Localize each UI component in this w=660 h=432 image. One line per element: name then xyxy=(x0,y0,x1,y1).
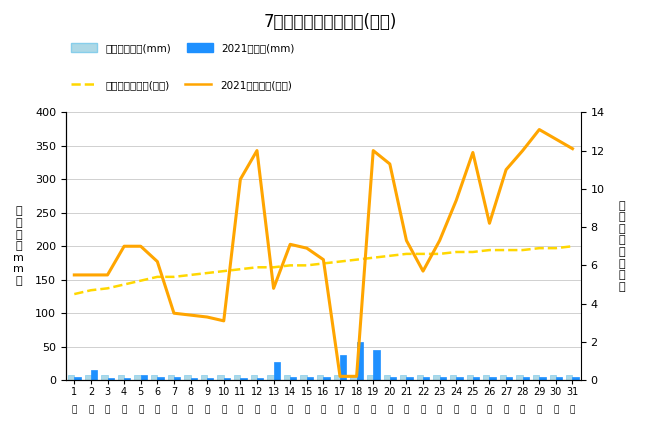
Text: 日: 日 xyxy=(254,405,259,414)
Bar xyxy=(340,355,347,380)
Bar xyxy=(467,375,473,380)
Bar xyxy=(373,350,380,380)
Text: 日: 日 xyxy=(404,405,409,414)
Bar xyxy=(356,342,363,380)
Bar xyxy=(201,375,207,380)
Bar xyxy=(307,377,313,380)
Bar xyxy=(157,377,164,380)
Bar xyxy=(91,370,97,380)
Text: 日: 日 xyxy=(354,405,359,414)
Bar xyxy=(500,375,506,380)
Bar xyxy=(400,375,407,380)
Bar xyxy=(572,377,579,380)
Text: 日: 日 xyxy=(171,405,177,414)
Bar xyxy=(207,378,213,380)
Bar xyxy=(300,375,307,380)
Bar xyxy=(483,375,490,380)
Bar xyxy=(566,375,572,380)
Text: 日: 日 xyxy=(337,405,343,414)
Text: 日: 日 xyxy=(470,405,476,414)
Bar xyxy=(317,375,323,380)
Bar xyxy=(267,375,274,380)
Bar xyxy=(234,375,240,380)
Bar xyxy=(506,378,512,380)
Bar xyxy=(141,375,147,380)
Bar xyxy=(350,375,356,380)
Bar xyxy=(251,375,257,380)
Text: 日: 日 xyxy=(238,405,243,414)
Bar xyxy=(516,375,523,380)
Bar xyxy=(290,377,296,380)
Bar xyxy=(473,378,479,380)
Text: 7月降水量・日照時間(日別): 7月降水量・日照時間(日別) xyxy=(263,13,397,31)
Bar xyxy=(423,378,430,380)
Bar xyxy=(274,362,280,380)
Bar xyxy=(334,375,340,380)
Text: 日: 日 xyxy=(188,405,193,414)
Text: 日: 日 xyxy=(553,405,558,414)
Text: 日: 日 xyxy=(453,405,459,414)
Bar xyxy=(224,378,230,380)
Bar xyxy=(174,378,180,380)
Bar xyxy=(490,378,496,380)
Bar xyxy=(257,378,263,380)
Bar xyxy=(533,375,539,380)
Bar xyxy=(124,378,131,380)
Text: 日: 日 xyxy=(271,405,277,414)
Bar xyxy=(323,378,330,380)
Text: 日: 日 xyxy=(288,405,293,414)
Bar xyxy=(135,375,141,380)
Bar xyxy=(440,378,446,380)
Bar xyxy=(434,375,440,380)
Text: 日: 日 xyxy=(537,405,542,414)
Text: 日: 日 xyxy=(420,405,426,414)
Bar xyxy=(450,375,456,380)
Y-axis label: 降
水
量
（
m
m
）: 降 水 量 （ m m ） xyxy=(13,206,24,286)
Text: 日: 日 xyxy=(504,405,509,414)
Text: 日: 日 xyxy=(138,405,143,414)
Bar xyxy=(550,375,556,380)
Y-axis label: 日
照
時
間
（
時
間
）: 日 照 時 間 （ 時 間 ） xyxy=(618,200,624,292)
Bar xyxy=(284,375,290,380)
Bar xyxy=(75,377,81,380)
Bar xyxy=(539,378,546,380)
Text: 日: 日 xyxy=(520,405,525,414)
Text: 日: 日 xyxy=(487,405,492,414)
Bar xyxy=(416,375,423,380)
Bar xyxy=(383,375,390,380)
Text: 日: 日 xyxy=(370,405,376,414)
Bar xyxy=(118,375,124,380)
Text: 日: 日 xyxy=(72,405,77,414)
Text: 日: 日 xyxy=(205,405,210,414)
Text: 日: 日 xyxy=(387,405,393,414)
Legend: 日照時間平年値(時間), 2021日照時間(時間): 日照時間平年値(時間), 2021日照時間(時間) xyxy=(71,80,292,90)
Text: 日: 日 xyxy=(321,405,326,414)
Bar xyxy=(108,378,114,380)
Text: 日: 日 xyxy=(154,405,160,414)
Bar xyxy=(184,375,191,380)
Bar xyxy=(68,375,75,380)
Text: 日: 日 xyxy=(88,405,94,414)
Bar xyxy=(367,375,373,380)
Bar xyxy=(191,378,197,380)
Bar xyxy=(84,375,91,380)
Text: 日: 日 xyxy=(121,405,127,414)
Text: 日: 日 xyxy=(570,405,575,414)
Bar xyxy=(523,378,529,380)
Bar xyxy=(390,377,396,380)
Text: 日: 日 xyxy=(221,405,226,414)
Text: 日: 日 xyxy=(304,405,310,414)
Text: 日: 日 xyxy=(437,405,442,414)
Bar xyxy=(217,375,224,380)
Bar xyxy=(168,375,174,380)
Bar xyxy=(240,378,247,380)
Bar xyxy=(101,375,108,380)
Bar xyxy=(407,378,412,380)
Bar xyxy=(456,378,463,380)
Text: 日: 日 xyxy=(105,405,110,414)
Bar xyxy=(151,375,157,380)
Bar xyxy=(556,378,562,380)
